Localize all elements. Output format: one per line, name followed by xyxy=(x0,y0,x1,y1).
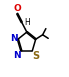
Text: N: N xyxy=(10,34,17,43)
Text: O: O xyxy=(13,4,21,13)
Text: S: S xyxy=(33,51,40,61)
Text: H: H xyxy=(24,18,30,27)
Text: N: N xyxy=(13,51,21,60)
